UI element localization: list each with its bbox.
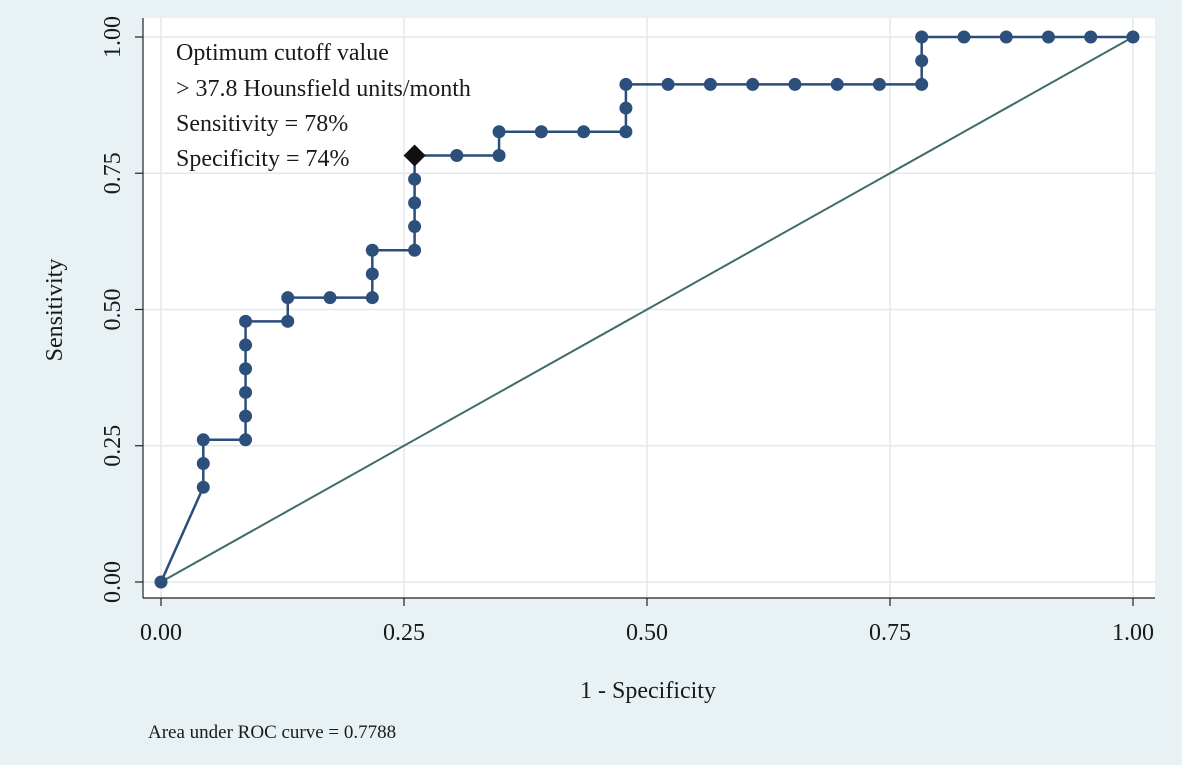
optimum-point-marker (403, 144, 426, 167)
roc-point-2 (196, 457, 210, 471)
roc-point-40 (1041, 30, 1055, 44)
reference-line-group (160, 36, 1134, 583)
roc-point-5 (239, 409, 253, 423)
annotation-line-4: Specificity = 74% (176, 146, 350, 172)
roc-point-31 (746, 77, 760, 91)
y-tick-label-1: 0.25 (100, 425, 126, 467)
x-tick-label-1: 0.25 (383, 620, 425, 646)
x-tick-label-0: 0.00 (140, 620, 182, 646)
roc-point-34 (872, 77, 886, 91)
annotation-line-1: Optimum cutoff value (176, 40, 389, 66)
roc-point-21 (450, 148, 464, 162)
roc-point-22 (492, 148, 506, 162)
roc-point-32 (788, 77, 802, 91)
annotation-line-2: > 37.8 Hounsfield units/month (176, 76, 471, 102)
roc-point-14 (365, 267, 379, 281)
roc-point-6 (239, 385, 253, 399)
roc-point-28 (619, 77, 633, 91)
roc-point-39 (999, 30, 1013, 44)
roc-point-33 (830, 77, 844, 91)
roc-markers (154, 30, 1140, 589)
annotation-line-3: Sensitivity = 78% (176, 111, 348, 137)
y-tick-label-2: 0.50 (100, 289, 126, 331)
roc-point-23 (492, 125, 506, 139)
roc-point-8 (239, 338, 253, 352)
x-tick-label-3: 0.75 (869, 620, 911, 646)
roc-point-19 (408, 172, 422, 186)
reference-line (160, 36, 1134, 583)
auc-note: Area under ROC curve = 0.7788 (148, 722, 396, 743)
roc-point-16 (408, 243, 422, 257)
roc-point-29 (661, 77, 675, 91)
roc-point-37 (915, 30, 929, 44)
roc-point-17 (408, 220, 422, 234)
annotation-box: Optimum cutoff value > 37.8 Hounsfield u… (176, 40, 471, 172)
roc-point-30 (703, 77, 717, 91)
x-ticks: 0.00 0.25 0.50 0.75 1.00 (140, 598, 1154, 646)
roc-point-36 (915, 54, 929, 68)
roc-point-9 (239, 314, 253, 328)
roc-point-0 (154, 575, 168, 589)
roc-point-18 (408, 196, 422, 210)
x-axis-label: 1 - Specificity (580, 678, 716, 704)
roc-point-3 (196, 433, 210, 447)
roc-point-25 (577, 125, 591, 139)
roc-point-42 (1126, 30, 1140, 44)
roc-point-12 (323, 291, 337, 305)
y-tick-label-3: 0.75 (100, 152, 126, 194)
roc-point-1 (196, 480, 210, 494)
roc-point-7 (239, 362, 253, 376)
roc-point-41 (1084, 30, 1098, 44)
roc-point-15 (365, 243, 379, 257)
x-tick-label-4: 1.00 (1112, 620, 1154, 646)
roc-point-27 (619, 101, 633, 115)
y-axis-label: Sensitivity (42, 259, 68, 362)
roc-point-26 (619, 125, 633, 139)
roc-point-35 (915, 77, 929, 91)
y-tick-label-0: 0.00 (100, 561, 126, 603)
roc-point-13 (365, 291, 379, 305)
roc-point-4 (239, 433, 253, 447)
optimum-point-group (403, 144, 426, 167)
y-ticks: 0.00 0.25 0.50 0.75 1.00 (100, 16, 143, 603)
roc-point-10 (281, 314, 295, 328)
axes (142, 18, 1155, 599)
roc-point-38 (957, 30, 971, 44)
roc-point-24 (534, 125, 548, 139)
roc-point-11 (281, 291, 295, 305)
x-tick-label-2: 0.50 (626, 620, 668, 646)
y-tick-label-4: 1.00 (100, 16, 126, 58)
